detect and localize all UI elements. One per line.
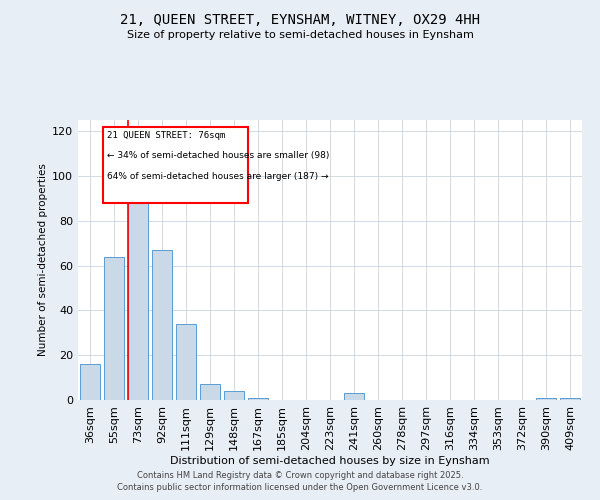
Bar xyxy=(128,185,148,400)
Bar xyxy=(80,364,100,400)
Text: Contains HM Land Registry data © Crown copyright and database right 2025.: Contains HM Land Registry data © Crown c… xyxy=(137,471,463,480)
Text: Size of property relative to semi-detached houses in Eynsham: Size of property relative to semi-detach… xyxy=(127,30,473,40)
Bar xyxy=(248,398,268,400)
Text: 64% of semi-detached houses are larger (187) →: 64% of semi-detached houses are larger (… xyxy=(107,172,328,180)
Text: Contains public sector information licensed under the Open Government Licence v3: Contains public sector information licen… xyxy=(118,483,482,492)
Bar xyxy=(176,324,196,400)
Bar xyxy=(200,384,220,400)
Bar xyxy=(224,391,244,400)
Bar xyxy=(344,394,364,400)
Text: 21 QUEEN STREET: 76sqm: 21 QUEEN STREET: 76sqm xyxy=(107,131,225,140)
Y-axis label: Number of semi-detached properties: Number of semi-detached properties xyxy=(38,164,48,356)
X-axis label: Distribution of semi-detached houses by size in Eynsham: Distribution of semi-detached houses by … xyxy=(170,456,490,466)
Text: ← 34% of semi-detached houses are smaller (98): ← 34% of semi-detached houses are smalle… xyxy=(107,152,329,160)
Bar xyxy=(536,398,556,400)
Bar xyxy=(104,256,124,400)
Bar xyxy=(560,398,580,400)
FancyBboxPatch shape xyxy=(103,126,248,203)
Text: 21, QUEEN STREET, EYNSHAM, WITNEY, OX29 4HH: 21, QUEEN STREET, EYNSHAM, WITNEY, OX29 … xyxy=(120,12,480,26)
Bar xyxy=(152,250,172,400)
